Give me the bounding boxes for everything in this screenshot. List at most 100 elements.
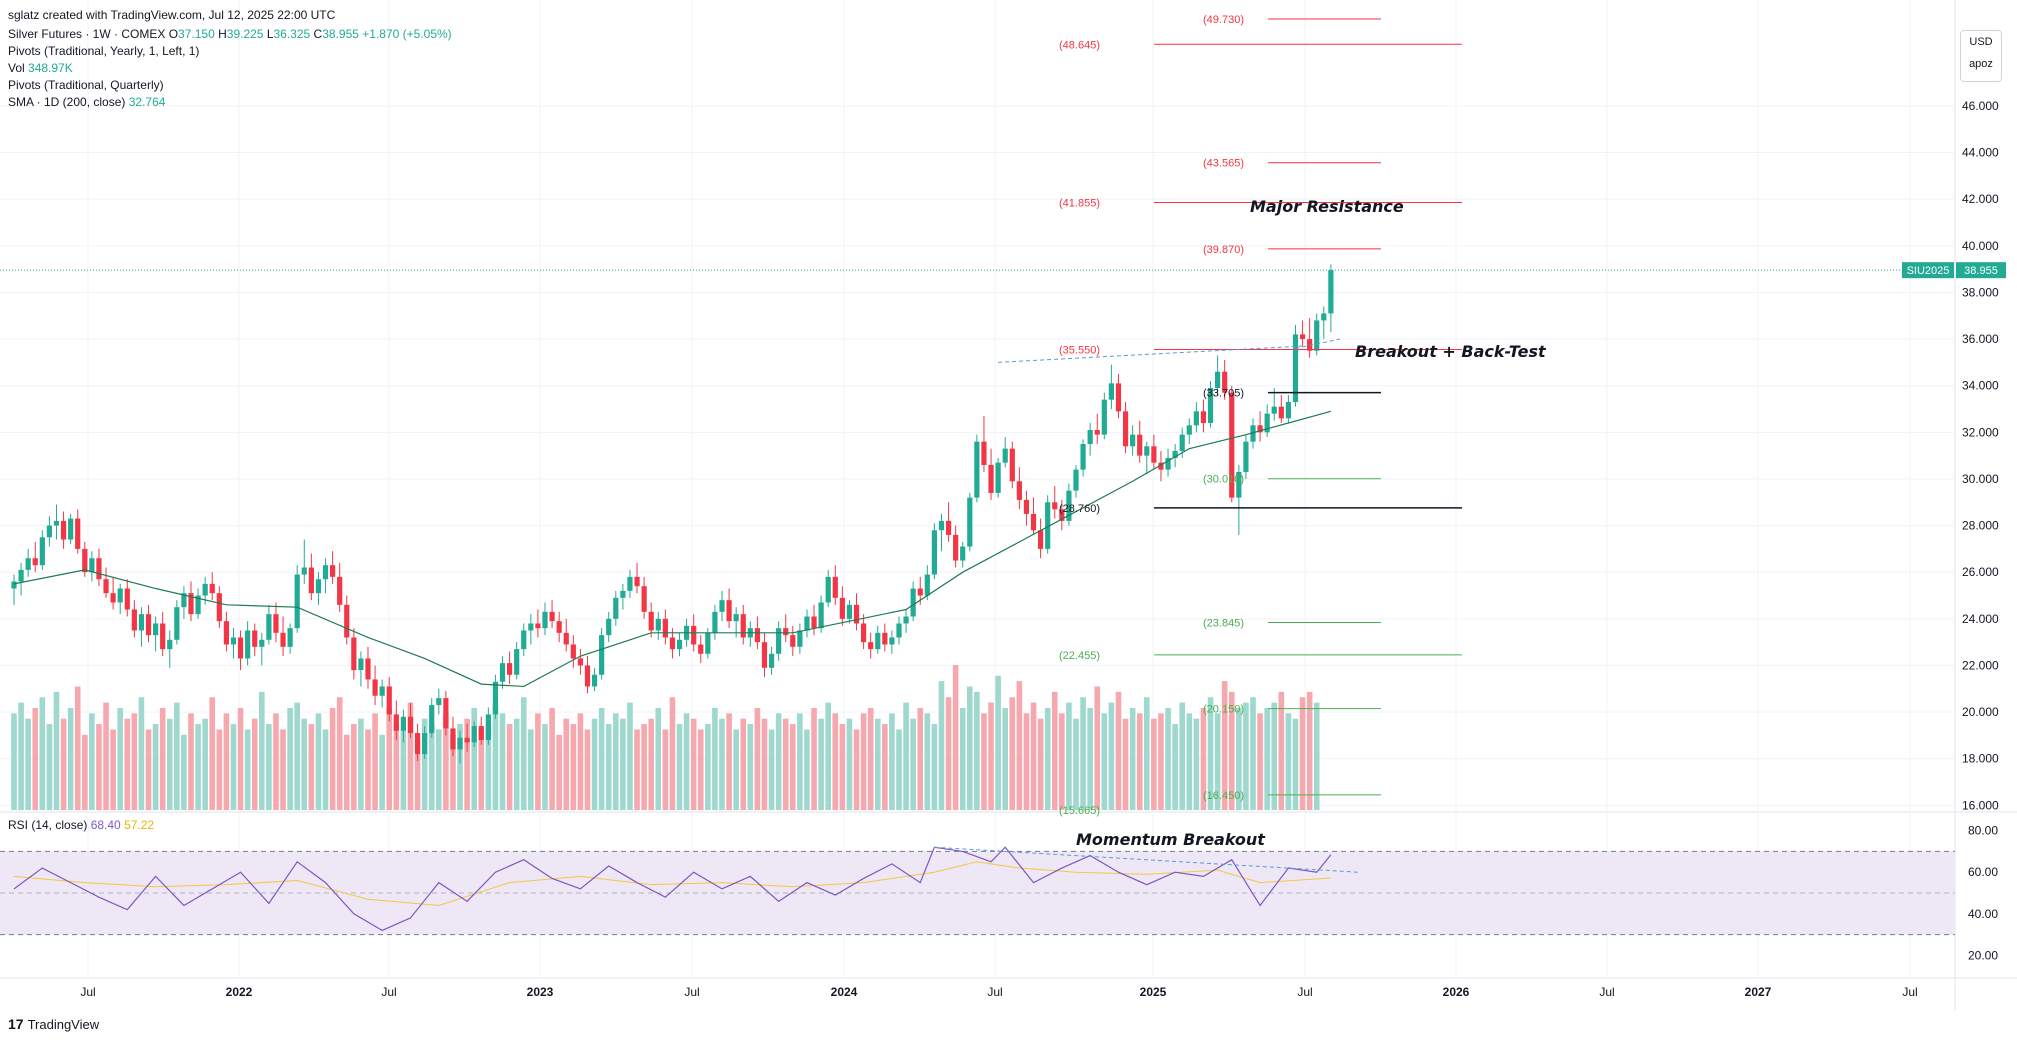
indicator-pivots-quarterly[interactable]: Pivots (Traditional, Quarterly) (8, 78, 164, 92)
pivot-label: (48.645) (1059, 39, 1100, 51)
candle-body (797, 630, 803, 647)
volume-bar (513, 718, 520, 810)
volume-bar (145, 729, 152, 810)
candle-body (974, 441, 980, 498)
volume-bar (230, 724, 237, 810)
ohlc-close: 38.955 (322, 27, 359, 41)
volume-bar (393, 724, 400, 810)
volume-bar (358, 718, 364, 810)
volume-bar (1016, 681, 1023, 810)
rsi-tick-label: 20.00 (1968, 948, 1998, 962)
time-tick-label: Jul (1902, 985, 1917, 999)
candle-body (507, 663, 513, 675)
candle-body (1165, 457, 1171, 470)
pivot-label: (41.855) (1059, 198, 1100, 210)
volume-bar (1129, 707, 1136, 810)
candle-body (414, 733, 421, 755)
candle-body (676, 639, 683, 650)
candle-body (330, 565, 336, 577)
candle-body (153, 623, 159, 636)
price-tick-label: 46.000 (1962, 99, 1999, 113)
volume-bar (259, 691, 265, 810)
indicator-pivots-yearly[interactable]: Pivots (Traditional, Yearly, 1, Left, 1) (8, 44, 199, 58)
volume-bar (669, 697, 676, 810)
indicator-rsi[interactable]: RSI (14, close) 68.40 57.22 (8, 818, 154, 832)
volume-bar (1278, 691, 1285, 810)
volume-bar (499, 713, 506, 810)
price-tick-label: 22.000 (1962, 658, 1999, 672)
volume-bar (322, 729, 329, 810)
candle-body (32, 558, 38, 566)
volume-bar (1122, 718, 1129, 810)
candle-body (514, 649, 520, 675)
volume-bar (400, 729, 407, 810)
candle-body (825, 576, 831, 603)
tradingview-logo-icon: 17 (8, 1016, 24, 1032)
ohlc-change: +1.870 (+5.05%) (362, 27, 452, 41)
indicator-volume[interactable]: Vol 348.97K (8, 61, 73, 75)
volume-bar (1136, 713, 1143, 810)
volume-bar (598, 707, 605, 810)
candle-body (981, 441, 987, 465)
time-tick-label: Jul (80, 985, 95, 999)
volume-bar (556, 734, 562, 810)
indicator-label: SMA · 1D (200, close) (8, 95, 126, 109)
volume-bar (528, 729, 534, 810)
symbol-name: Silver Futures · 1W · COMEX (8, 27, 166, 41)
candle-body (372, 679, 378, 696)
volume-bar (471, 707, 477, 810)
volume-bar (287, 707, 293, 810)
price-tick-label: 28.000 (1962, 519, 1999, 533)
candle-body (138, 614, 145, 631)
volume-bar (46, 724, 53, 810)
time-tick-label: 2026 (1443, 985, 1470, 999)
currency-selector[interactable]: USD apoz (1960, 30, 2002, 82)
price-tick-label: 30.000 (1962, 472, 1999, 486)
volume-bar (584, 729, 591, 810)
volume-bar (124, 718, 131, 810)
volume-bar (343, 734, 350, 810)
volume-bar (853, 729, 860, 810)
candle-body (613, 597, 619, 619)
candle-body (733, 614, 739, 622)
indicator-sma[interactable]: SMA · 1D (200, close) 32.764 (8, 95, 165, 109)
tradingview-brand[interactable]: 17 TradingView (8, 1016, 99, 1032)
candle-body (245, 630, 251, 659)
candle-body (60, 520, 67, 540)
candle-body (1144, 446, 1150, 456)
candle-body (344, 604, 350, 638)
volume-bar (945, 697, 952, 810)
price-tick-label: 38.000 (1962, 285, 1999, 299)
volume-bar (1101, 713, 1108, 810)
volume-bar (110, 729, 116, 810)
candle-body (1016, 481, 1022, 500)
candle-body (1207, 388, 1214, 423)
candle-body (110, 593, 116, 603)
candle-body (407, 716, 414, 734)
candle-body (223, 621, 229, 645)
volume-bar (542, 724, 548, 810)
volume-bar (740, 718, 747, 810)
candle-body (535, 623, 541, 629)
candle-body (18, 569, 24, 582)
volume-bar (436, 729, 442, 810)
candle-body (124, 588, 130, 610)
candle-body (726, 600, 732, 622)
pivot-label: (39.870) (1203, 244, 1244, 256)
candle-body (273, 614, 279, 633)
candle-body (160, 623, 166, 650)
volume-bar (457, 724, 463, 810)
volume-bar (443, 713, 449, 810)
candle-body (655, 618, 661, 631)
volume-bar (1179, 702, 1185, 810)
candle-body (903, 616, 909, 624)
candle-body (570, 644, 576, 659)
time-tick-label: Jul (987, 985, 1002, 999)
candle-body (1080, 443, 1086, 470)
volume-bar (351, 724, 357, 810)
candle-body (202, 583, 208, 596)
volume-bar (273, 713, 279, 810)
volume-bar (839, 724, 846, 810)
candle-body (96, 558, 102, 580)
